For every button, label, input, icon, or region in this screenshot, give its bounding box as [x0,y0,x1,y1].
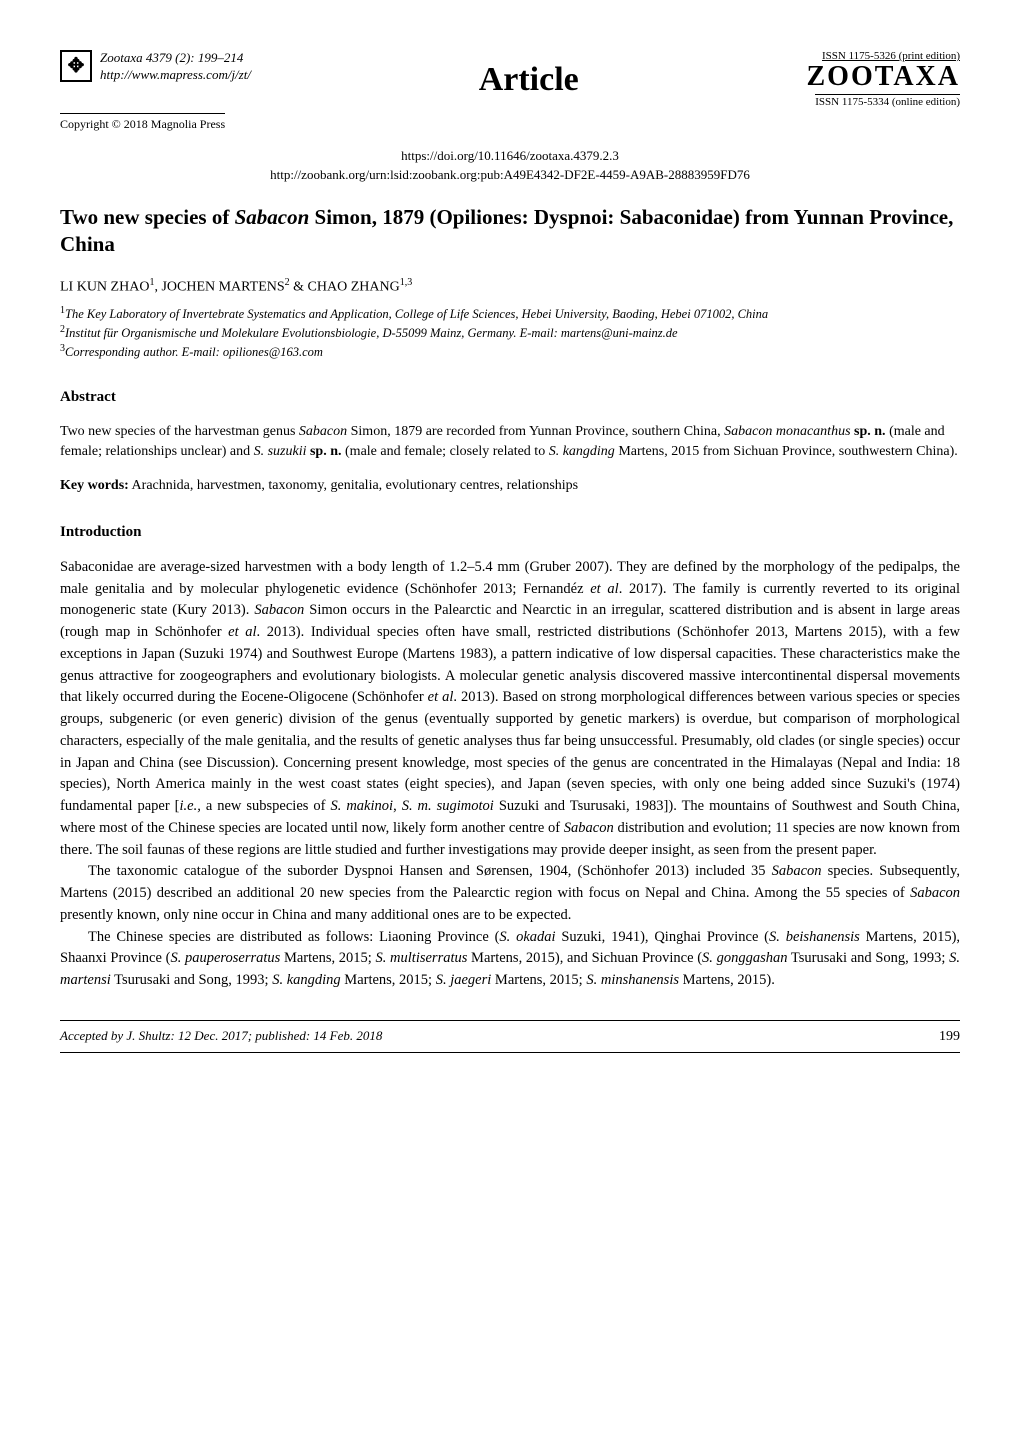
affiliations-block: 1The Key Laboratory of Invertebrate Syst… [60,304,960,361]
zoobank-link[interactable]: http://zoobank.org/urn:lsid:zoobank.org:… [60,166,960,184]
issn-online: ISSN 1175-5334 (online edition) [815,94,960,108]
page-footer: Accepted by J. Shultz: 12 Dec. 2017; pub… [60,1020,960,1054]
paper-title: Two new species of Sabacon Simon, 1879 (… [60,204,960,259]
journal-meta: Zootaxa 4379 (2): 199–214 http://www.map… [100,50,251,84]
intro-paragraph-3: The Chinese species are distributed as f… [60,927,960,992]
header-left: ✥ Zootaxa 4379 (2): 199–214 http://www.m… [60,50,251,84]
affiliation-2: 2Institut für Organismische und Molekula… [60,323,960,342]
affiliation-1: 1The Key Laboratory of Invertebrate Syst… [60,304,960,323]
keywords-values: Arachnida, harvestmen, taxonomy, genital… [129,478,578,493]
accepted-published-line: Accepted by J. Shultz: 12 Dec. 2017; pub… [60,1027,382,1047]
journal-logo-icon: ✥ [60,50,92,82]
doi-block: https://doi.org/10.11646/zootaxa.4379.2.… [60,147,960,183]
journal-url[interactable]: http://www.mapress.com/j/zt/ [100,67,251,84]
abstract-heading: Abstract [60,387,960,408]
journal-reference: Zootaxa 4379 (2): 199–214 [100,50,251,67]
article-type-label: Article [479,50,579,104]
header-right: ISSN 1175-5326 (print edition) ZOOTAXA I… [806,50,960,109]
zootaxa-wordmark: ZOOTAXA [806,62,960,93]
intro-paragraph-1: Sabaconidae are average-sized harvestmen… [60,557,960,862]
copyright-line: Copyright © 2018 Magnolia Press [60,113,225,133]
keywords-label: Key words: [60,478,129,493]
abstract-text: Two new species of the harvestman genus … [60,422,960,463]
affiliation-3: 3Corresponding author. E-mail: opiliones… [60,342,960,361]
journal-logo-glyph: ✥ [68,52,85,80]
introduction-heading: Introduction [60,522,960,543]
doi-link[interactable]: https://doi.org/10.11646/zootaxa.4379.2.… [60,147,960,165]
intro-paragraph-2: The taxonomic catalogue of the suborder … [60,861,960,926]
authors-line: LI KUN ZHAO1, JOCHEN MARTENS2 & CHAO ZHA… [60,276,960,297]
page-number: 199 [939,1027,960,1047]
page-header: ✥ Zootaxa 4379 (2): 199–214 http://www.m… [60,50,960,109]
introduction-section: Introduction Sabaconidae are average-siz… [60,522,960,992]
keywords-line: Key words: Arachnida, harvestmen, taxono… [60,476,960,496]
